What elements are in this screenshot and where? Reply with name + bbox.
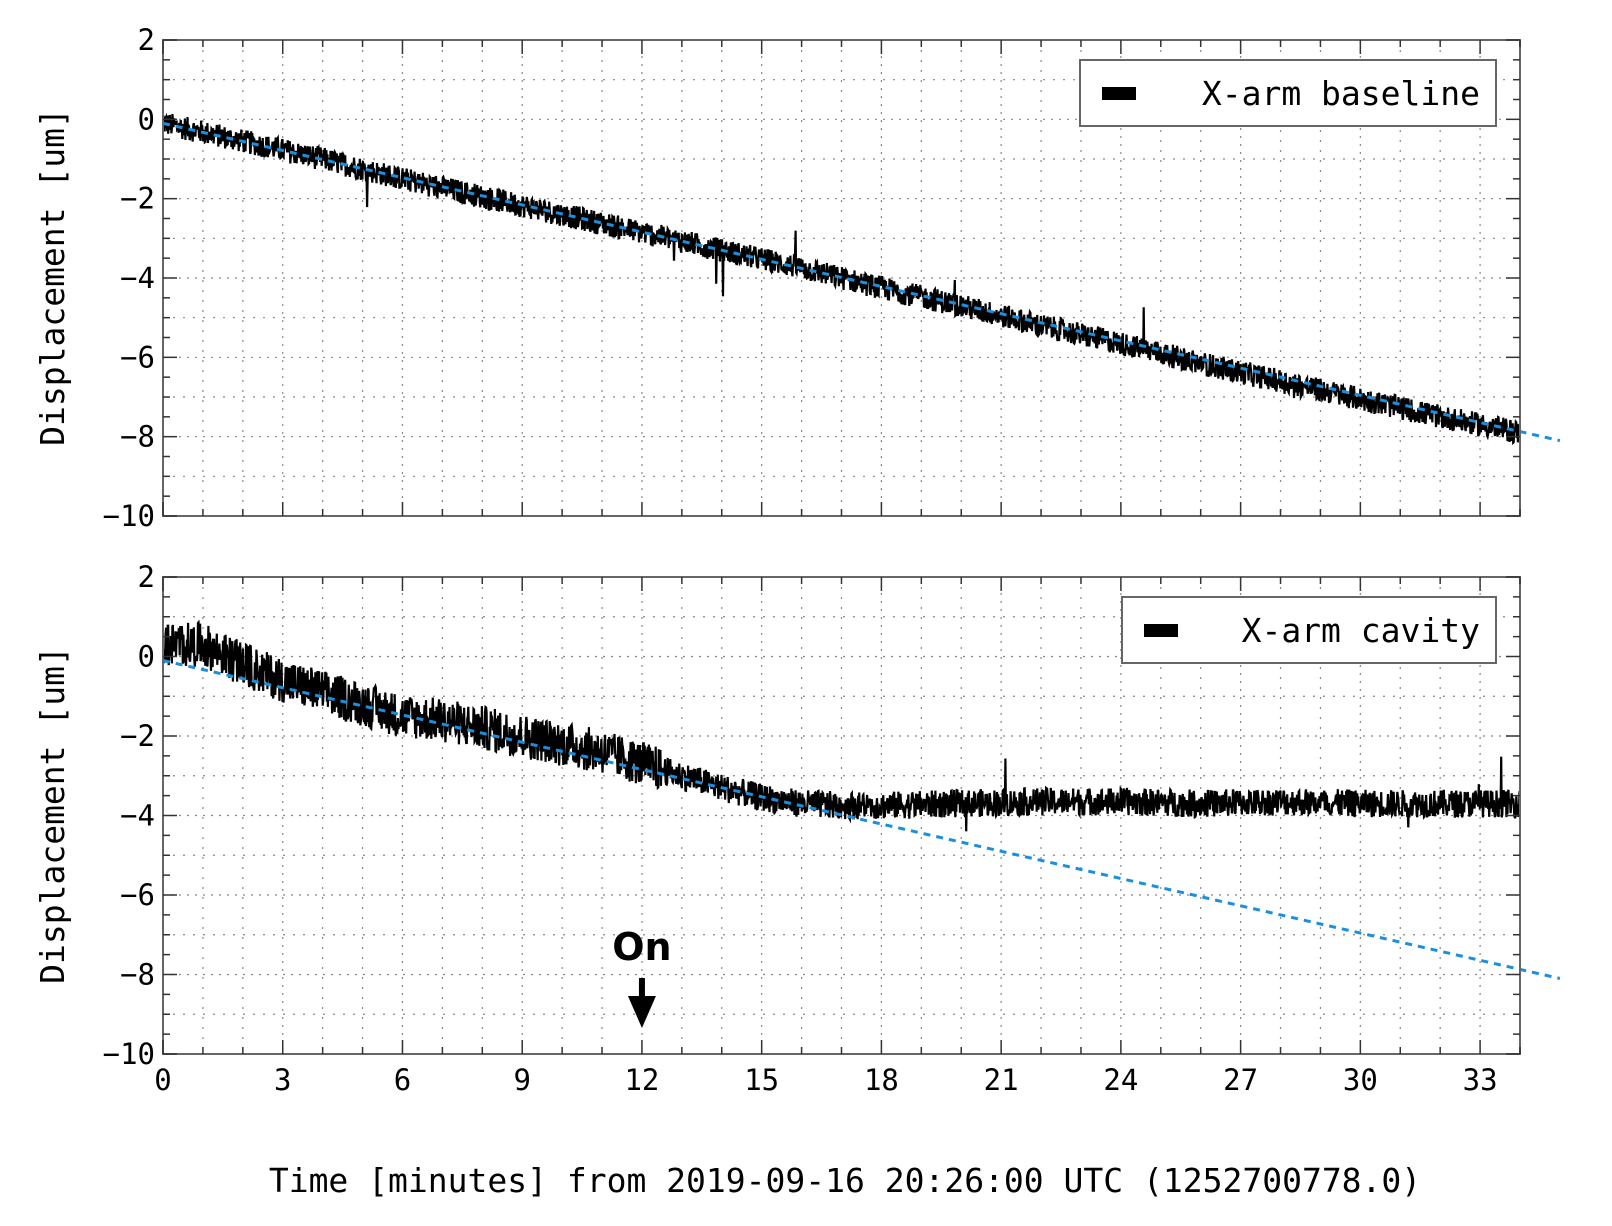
top-panel: 2 0 −2 −4 −6 −8 −10 Displacement [um] X-arm base… bbox=[33, 23, 1561, 533]
y-tick-label: −10 bbox=[103, 499, 155, 533]
x-tick-label: 33 bbox=[1463, 1063, 1498, 1097]
x-axis-label: Time [minutes] from 2019-09-16 20:26:00 … bbox=[269, 1161, 1421, 1200]
y-tick-label: −4 bbox=[120, 799, 155, 833]
linear-fit-line bbox=[162, 121, 1561, 443]
y-tick-label: 2 bbox=[138, 23, 155, 57]
ticks bbox=[162, 39, 1521, 517]
y-tick-label: 2 bbox=[138, 560, 155, 594]
x-tick-label: 24 bbox=[1103, 1063, 1138, 1097]
legend: X-arm baseline bbox=[1079, 59, 1497, 127]
y-tick-label: 0 bbox=[138, 640, 155, 674]
y-tick-label: −6 bbox=[120, 878, 155, 912]
legend-swatch bbox=[1144, 624, 1178, 637]
x-tick-label: 9 bbox=[513, 1063, 530, 1097]
y-axis-label: Displacement [um] bbox=[33, 646, 72, 984]
legend: X-arm cavity bbox=[1121, 596, 1497, 664]
x-tick-label: 18 bbox=[864, 1063, 899, 1097]
bottom-panel: 20−2−4−6−8−100 3 6 9 12 15 18 21 24 27 30 33Displac… bbox=[33, 560, 1561, 1097]
y-tick-label: 0 bbox=[138, 102, 155, 136]
y-tick-label: −4 bbox=[120, 261, 155, 295]
arrow-shaft bbox=[638, 978, 645, 998]
annotation-label: On bbox=[612, 925, 671, 969]
y-tick-label: −10 bbox=[103, 1037, 155, 1071]
x-tick-label: 6 bbox=[394, 1063, 411, 1097]
legend-box bbox=[1079, 59, 1497, 127]
y-axis-label: Displacement [um] bbox=[33, 108, 72, 446]
y-tick-label: −2 bbox=[120, 182, 155, 216]
x-tick-label: 27 bbox=[1223, 1063, 1258, 1097]
x-tick-label: 0 bbox=[154, 1063, 171, 1097]
legend-swatch bbox=[1102, 87, 1136, 100]
y-tick-label: −2 bbox=[120, 719, 155, 753]
y-tick-label: −8 bbox=[120, 420, 155, 454]
y-tick-label: −8 bbox=[120, 958, 155, 992]
x-tick-label: 3 bbox=[274, 1063, 291, 1097]
legend-box bbox=[1121, 596, 1497, 664]
legend-label: X-arm baseline bbox=[1202, 74, 1480, 113]
x-tick-label: 30 bbox=[1343, 1063, 1378, 1097]
legend-label: X-arm cavity bbox=[1242, 611, 1480, 650]
series-line-x-arm-cavity bbox=[163, 619, 1520, 832]
on-annotation: On bbox=[612, 925, 672, 1028]
series-line-x-arm-baseline bbox=[163, 112, 1520, 446]
x-tick-label: 15 bbox=[744, 1063, 779, 1097]
y-tick-label: −6 bbox=[120, 340, 155, 374]
x-tick-label: 21 bbox=[984, 1063, 1019, 1097]
ticks bbox=[162, 576, 1521, 1055]
down-arrow-icon bbox=[627, 996, 656, 1028]
linear-fit-line bbox=[162, 659, 1561, 980]
x-tick-label: 12 bbox=[624, 1063, 659, 1097]
